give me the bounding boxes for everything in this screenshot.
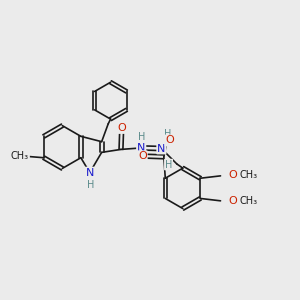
Text: N: N: [137, 143, 146, 153]
Text: O: O: [165, 136, 174, 146]
Text: O: O: [229, 170, 237, 180]
Text: O: O: [117, 123, 126, 133]
Text: CH₃: CH₃: [240, 196, 258, 206]
Text: N: N: [85, 168, 94, 178]
Text: CH₃: CH₃: [11, 151, 29, 161]
Text: H: H: [87, 180, 94, 190]
Text: O: O: [138, 151, 147, 161]
Text: H: H: [138, 132, 146, 142]
Text: CH₃: CH₃: [240, 170, 258, 180]
Text: H: H: [164, 129, 172, 139]
Text: H: H: [165, 160, 172, 170]
Text: N: N: [157, 143, 166, 154]
Text: O: O: [229, 196, 237, 206]
